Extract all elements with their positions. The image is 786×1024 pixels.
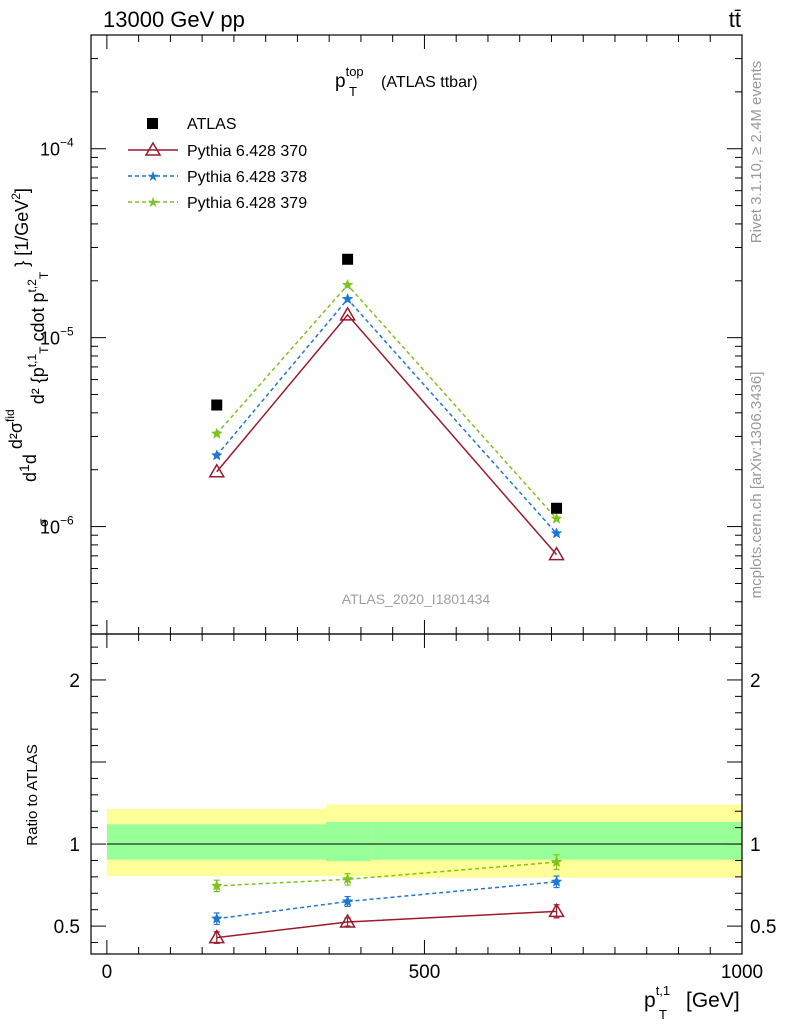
plot-title-main: p — [335, 71, 346, 92]
svg-text:[GeV]: [GeV] — [686, 989, 740, 1012]
header-process-label: tt̄ — [729, 7, 741, 32]
x-tick-label: 500 — [409, 962, 441, 983]
ratio-y-tick-label: 0.5 — [54, 917, 80, 938]
series-point-1 — [341, 292, 354, 305]
mcplots-label: mcplots.cern.ch [arXiv:1306.3436] — [748, 372, 765, 599]
series-line-2 — [216, 283, 558, 520]
legend-label-379: Pythia 6.428 379 — [187, 195, 307, 212]
series-point-1 — [550, 527, 563, 539]
y-tick-label: 10−6 — [40, 514, 74, 538]
ratio-plot: 0 500 1000 0.5 0.5 1 1 2 2 — [54, 633, 776, 983]
svg-text:T: T — [659, 1007, 667, 1022]
ratio-stat-uncertainty-band — [325, 821, 371, 862]
data-point — [551, 502, 563, 514]
main-plot: 10−6 10−5 10−4 — [40, 34, 743, 635]
legend-marker-370 — [144, 141, 162, 156]
rivet-version-label: Rivet 3.1.10, ≥ 2.4M events — [748, 61, 765, 244]
x-tick-label: 1000 — [721, 962, 763, 983]
plot-title-sub: T — [349, 84, 357, 99]
svg-text:ptop: ptop — [335, 64, 364, 92]
svg-text:d1d d²σfid d² {pt,: d1d d²σfid d² {pt,1T cdot pt,2T } [1/GeV… — [0, 188, 52, 482]
ratio-point-0 — [208, 929, 226, 944]
data-point — [211, 399, 223, 411]
legend-label-atlas: ATLAS — [187, 116, 237, 133]
ratio-point-0 — [339, 913, 356, 928]
ratio-y-label: Ratio to ATLAS — [24, 744, 41, 845]
series-point-2 — [341, 278, 354, 290]
ratio-plot-frame — [90, 633, 743, 955]
data-point — [342, 253, 354, 265]
ratio-y-tick-label: 2 — [69, 671, 80, 692]
ratio-point-1 — [550, 875, 563, 887]
ratio-series-line-2 — [216, 861, 557, 887]
series-point-0 — [339, 306, 356, 321]
ratio-point-0 — [548, 902, 565, 918]
legend-marker-atlas — [147, 118, 158, 129]
ratio-y-tick-label-right: 1 — [750, 835, 761, 856]
series-line-1 — [216, 297, 558, 534]
ratio-point-1 — [210, 912, 223, 924]
ratio-y-tick-label-right: 2 — [750, 671, 761, 692]
ratio-point-2 — [210, 879, 223, 891]
ratio-y-tick-label-right: 0.5 — [750, 917, 776, 938]
series-line-0 — [216, 313, 558, 556]
series-point-0 — [208, 463, 226, 478]
header-energy-label: 13000 GeV pp — [103, 7, 245, 32]
plot-title: ptop T (ATLAS ttbar) — [335, 64, 478, 99]
plot-title-sup: top — [346, 64, 364, 79]
ratio-stat-uncertainty-band — [370, 821, 742, 860]
y-tick-label: 10−4 — [40, 136, 74, 160]
ratio-point-2 — [550, 855, 563, 868]
ratio-y-tick-label: 1 — [69, 835, 80, 856]
series-point-1 — [210, 449, 223, 461]
frac-den: σ — [35, 518, 51, 527]
ratio-series-line-0 — [216, 910, 557, 939]
x-tick-label: 0 — [102, 962, 113, 983]
legend-marker-379: ★ — [147, 194, 160, 210]
y-tick-label: 10−5 — [40, 325, 74, 349]
plot-title-suffix: (ATLAS ttbar) — [381, 74, 478, 91]
svg-text:pt,1: pt,1 — [644, 983, 670, 1012]
legend-label-378: Pythia 6.428 378 — [187, 169, 307, 186]
ratio-stat-uncertainty-band — [106, 824, 326, 860]
series-point-2 — [210, 427, 223, 439]
y-axis-label: d1d d²σfid d² {pt,1T cdot pt,2T } [1/GeV… — [0, 188, 52, 527]
ratio-series-line-1 — [216, 881, 557, 920]
legend-label-370: Pythia 6.428 370 — [187, 143, 307, 160]
legend: ATLAS Pythia 6.428 370 ★ Pythia 6.428 37… — [128, 116, 307, 212]
analysis-label: ATLAS_2020_I1801434 — [342, 591, 491, 607]
ratio-point-2 — [341, 873, 354, 885]
series-point-0 — [548, 546, 565, 561]
legend-marker-378: ★ — [147, 168, 160, 184]
series-point-2 — [550, 512, 563, 524]
x-axis-label: pt,1 T [GeV] — [644, 983, 740, 1022]
ratio-point-1 — [341, 895, 354, 907]
